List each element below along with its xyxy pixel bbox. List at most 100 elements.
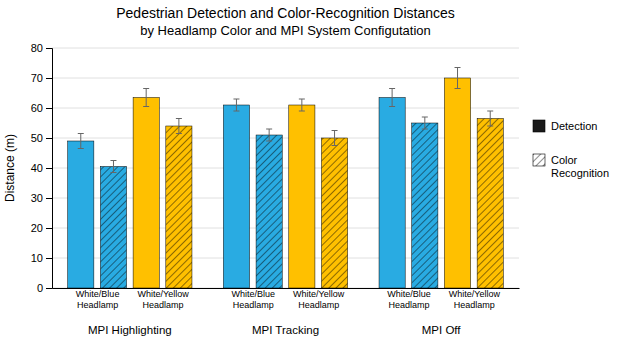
x-tick-label-line: Headlamp [388,300,429,310]
legend-item: Detection [533,120,597,132]
y-tick: 80 [31,42,52,54]
grid [52,48,519,288]
legend-item: ColorRecognition [533,154,609,179]
y-tick-label: 50 [31,132,43,144]
y-tick-label: 10 [31,252,43,264]
x-tick-label-line: Headlamp [143,300,184,310]
x-axis: White/BlueHeadlampWhite/YellowHeadlampWh… [53,288,520,310]
x-tick-label: White/BlueHeadlamp [387,289,431,309]
error-cap [78,148,84,149]
legend-label: Detection [551,120,597,132]
error-cap [266,141,272,142]
bar [100,167,126,289]
y-tick: 10 [31,252,52,264]
legend-swatch [533,154,545,166]
x-tick: White/BlueHeadlamp [232,288,276,310]
error-cap [487,111,493,112]
y-tick-mark [46,258,52,259]
x-tick-label-line: White/Yellow [449,289,501,299]
error-cap [487,126,493,127]
error-cap [389,88,395,89]
y-axis-title: Distance (m) [3,134,17,202]
y-tick: 50 [31,132,52,144]
error-cap [332,145,338,146]
legend-label: ColorRecognition [551,154,609,179]
legend-label-line: Color [551,154,578,166]
bar [256,135,282,288]
y-tick-mark [46,288,52,289]
y-tick-mark [46,108,52,109]
y-tick-mark [46,138,52,139]
error-cap [422,117,428,118]
bar [223,105,249,288]
error-bar [334,131,335,146]
error-cap [332,130,338,131]
y-tick-mark [46,78,52,79]
y-tick-mark [46,228,52,229]
error-bar [269,129,270,141]
legend-label-line: Recognition [551,167,609,179]
error-cap [233,111,239,112]
bar [444,78,470,288]
y-tick: 0 [37,282,52,294]
x-tick: White/YellowHeadlamp [449,288,501,310]
y-axis: 0 10 20 30 40 50 60 70 80 [31,42,53,294]
title: Pedestrian Detection and Color-Recogniti… [116,5,455,21]
error-cap [455,88,461,89]
error-cap [233,99,239,100]
bar [379,98,405,289]
x-tick-label-line: White/Blue [387,289,431,299]
y-tick: 60 [31,102,52,114]
group-label: MPI Off [422,324,462,336]
x-tick: White/BlueHeadlamp [387,288,431,310]
plot: 01020304050607080Distance (m)White/BlueH… [3,42,520,336]
x-tick-label: White/BlueHeadlamp [232,289,276,309]
grid-line [52,48,519,49]
y-tick-mark [46,48,52,49]
group-label: MPI Highlighting [88,324,172,336]
bar [68,141,94,288]
legend-label-line: Detection [551,120,597,132]
error-cap [389,106,395,107]
error-cap [422,129,428,130]
y-tick-mark [46,168,52,169]
y-tick-label: 80 [31,42,43,54]
error-bar [301,99,302,111]
x-tick-label: White/YellowHeadlamp [293,289,345,309]
error-cap [176,118,182,119]
error-bar [80,134,81,149]
error-cap [266,129,272,130]
x-tick-label-line: Headlamp [298,300,339,310]
error-bar [490,111,491,126]
error-bar [236,99,237,111]
bar [477,119,503,289]
error-bar [113,161,114,173]
y-axis-line [46,49,53,289]
x-tick-label-line: White/Yellow [293,289,345,299]
y-tick-mark [46,198,52,199]
error-cap [110,160,116,161]
y-tick: 20 [31,222,52,234]
y-tick: 40 [31,162,52,174]
y-tick-label: 0 [37,282,43,294]
error-cap [299,111,305,112]
bar [133,98,159,289]
y-tick-label: 30 [31,192,43,204]
x-tick: White/YellowHeadlamp [293,288,345,310]
chart-container: 01020304050607080Distance (m)White/BlueH… [0,0,624,360]
error-cap [143,88,149,89]
error-bar [457,68,458,89]
error-cap [110,172,116,173]
x-tick-label-line: Headlamp [454,300,495,310]
marks [68,68,504,289]
x-tick-label: White/BlueHeadlamp [76,289,120,309]
x-tick: White/BlueHeadlamp [76,288,120,310]
bar [412,123,438,288]
error-bar [424,117,425,129]
x-tick-label: White/YellowHeadlamp [137,289,189,309]
y-tick: 70 [31,72,52,84]
x-tick-label: White/YellowHeadlamp [449,289,501,309]
legend-swatch [533,120,545,132]
x-tick-label-line: White/Yellow [137,289,189,299]
legend: Detection ColorRecognition [533,120,609,179]
